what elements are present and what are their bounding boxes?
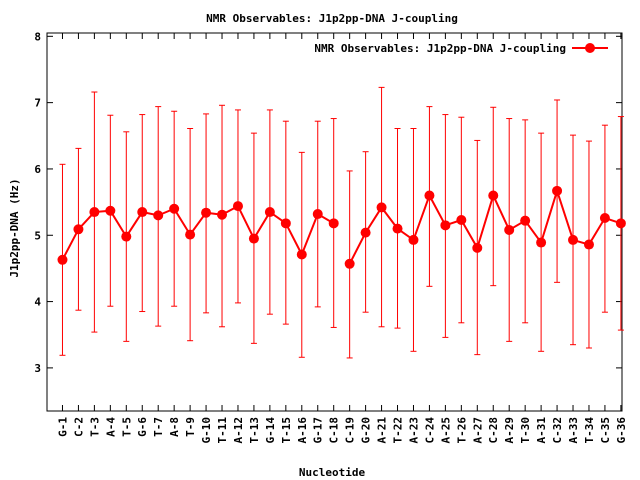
x-tick-label: T-30 [519, 417, 532, 444]
y-tick-label: 5 [34, 229, 41, 242]
x-tick-label: A-31 [535, 417, 548, 444]
data-point [424, 190, 435, 201]
data-point [440, 220, 451, 231]
x-tick-label: T-5 [120, 417, 133, 437]
x-tick-label: T-22 [392, 417, 405, 444]
x-tick-label: A-8 [168, 417, 181, 437]
x-tick-label: T-7 [152, 417, 165, 437]
x-tick-label: C-2 [72, 417, 85, 437]
x-axis-label: Nucleotide [299, 466, 366, 479]
data-point [328, 218, 339, 229]
x-tick-label: G-36 [615, 417, 628, 444]
data-point [137, 207, 148, 218]
x-tick-label: T-15 [280, 417, 293, 444]
x-tick-label: T-3 [88, 417, 101, 437]
x-tick-label: A-25 [439, 417, 452, 444]
data-point [73, 224, 84, 235]
data-point [57, 254, 68, 265]
y-tick-label: 7 [34, 97, 41, 110]
series-line [348, 187, 622, 265]
data-point [392, 223, 403, 234]
data-point [185, 229, 196, 240]
x-tick-label: T-34 [583, 417, 596, 444]
data-point [201, 207, 212, 218]
x-tick-label: A-4 [104, 417, 117, 437]
data-point [312, 209, 323, 220]
x-tick-label: A-21 [376, 417, 389, 444]
data-point [520, 215, 531, 226]
data-point [153, 210, 164, 221]
data-point [264, 207, 275, 218]
x-tick-label: C-19 [344, 417, 357, 444]
series-line [61, 204, 335, 261]
data-point [376, 202, 387, 213]
x-tick-label: A-12 [232, 417, 245, 444]
data-point [583, 239, 594, 250]
x-tick-label: A-29 [503, 417, 516, 444]
x-tick-label: C-35 [599, 417, 612, 444]
data-point [568, 234, 579, 245]
x-tick-label: C-32 [551, 417, 564, 444]
x-tick-label: C-24 [423, 417, 436, 444]
x-tick-label: G-6 [136, 417, 149, 437]
x-tick-label: T-26 [455, 417, 468, 444]
x-tick-label: T-13 [248, 417, 261, 444]
data-point [488, 190, 499, 201]
data-point [280, 218, 291, 229]
series-lines [61, 187, 622, 265]
x-tick-labels: G-1 C-2 T-3 A-4 T-5 G-6 T-7 A-8 T-9 G-10 T-11 A-12 T… [56, 417, 627, 444]
data-point [217, 209, 228, 220]
x-tick-label: C-28 [487, 417, 500, 444]
x-tick-label: A-33 [567, 417, 580, 444]
data-points [57, 185, 626, 269]
data-point [472, 242, 483, 253]
x-tick-label: T-11 [216, 417, 229, 444]
chart-title: NMR Observables: J1p2pp-DNA J-coupling [206, 12, 458, 25]
y-tick-label: 8 [34, 30, 41, 43]
data-point [552, 185, 563, 196]
x-tick-label: T-9 [184, 417, 197, 437]
x-tick-label: G-20 [360, 417, 373, 444]
y-tick-label: 4 [34, 296, 41, 309]
data-point [408, 234, 419, 245]
data-point [248, 233, 259, 244]
data-point [360, 227, 371, 238]
legend-label: NMR Observables: J1p2pp-DNA J-coupling [314, 42, 566, 55]
x-tick-label: A-16 [296, 417, 309, 444]
x-tick-label: A-23 [407, 417, 420, 444]
data-point [615, 218, 626, 229]
data-point [296, 249, 307, 260]
x-tick-label: G-14 [264, 417, 277, 444]
x-tick-label: A-27 [471, 417, 484, 444]
y-axis-label: J1p2pp-DNA (Hz) [8, 178, 21, 277]
y-tick-label: 3 [34, 362, 41, 375]
x-tick-label: C-18 [328, 417, 341, 444]
data-point [344, 258, 355, 269]
data-point [121, 231, 132, 242]
legend-marker [585, 43, 595, 53]
data-point [169, 203, 180, 214]
data-point [232, 201, 243, 212]
data-point [89, 207, 100, 218]
data-point [536, 237, 547, 248]
x-tick-label: G-10 [200, 417, 213, 444]
legend: NMR Observables: J1p2pp-DNA J-coupling [314, 42, 608, 55]
x-tick-label: G-1 [56, 417, 69, 437]
data-point [599, 213, 610, 224]
y-tick-label: 6 [34, 163, 41, 176]
x-tick-label: G-17 [312, 417, 325, 444]
data-point [105, 205, 116, 216]
data-point [456, 215, 467, 226]
error-bars [59, 86, 624, 359]
data-point [504, 224, 515, 235]
